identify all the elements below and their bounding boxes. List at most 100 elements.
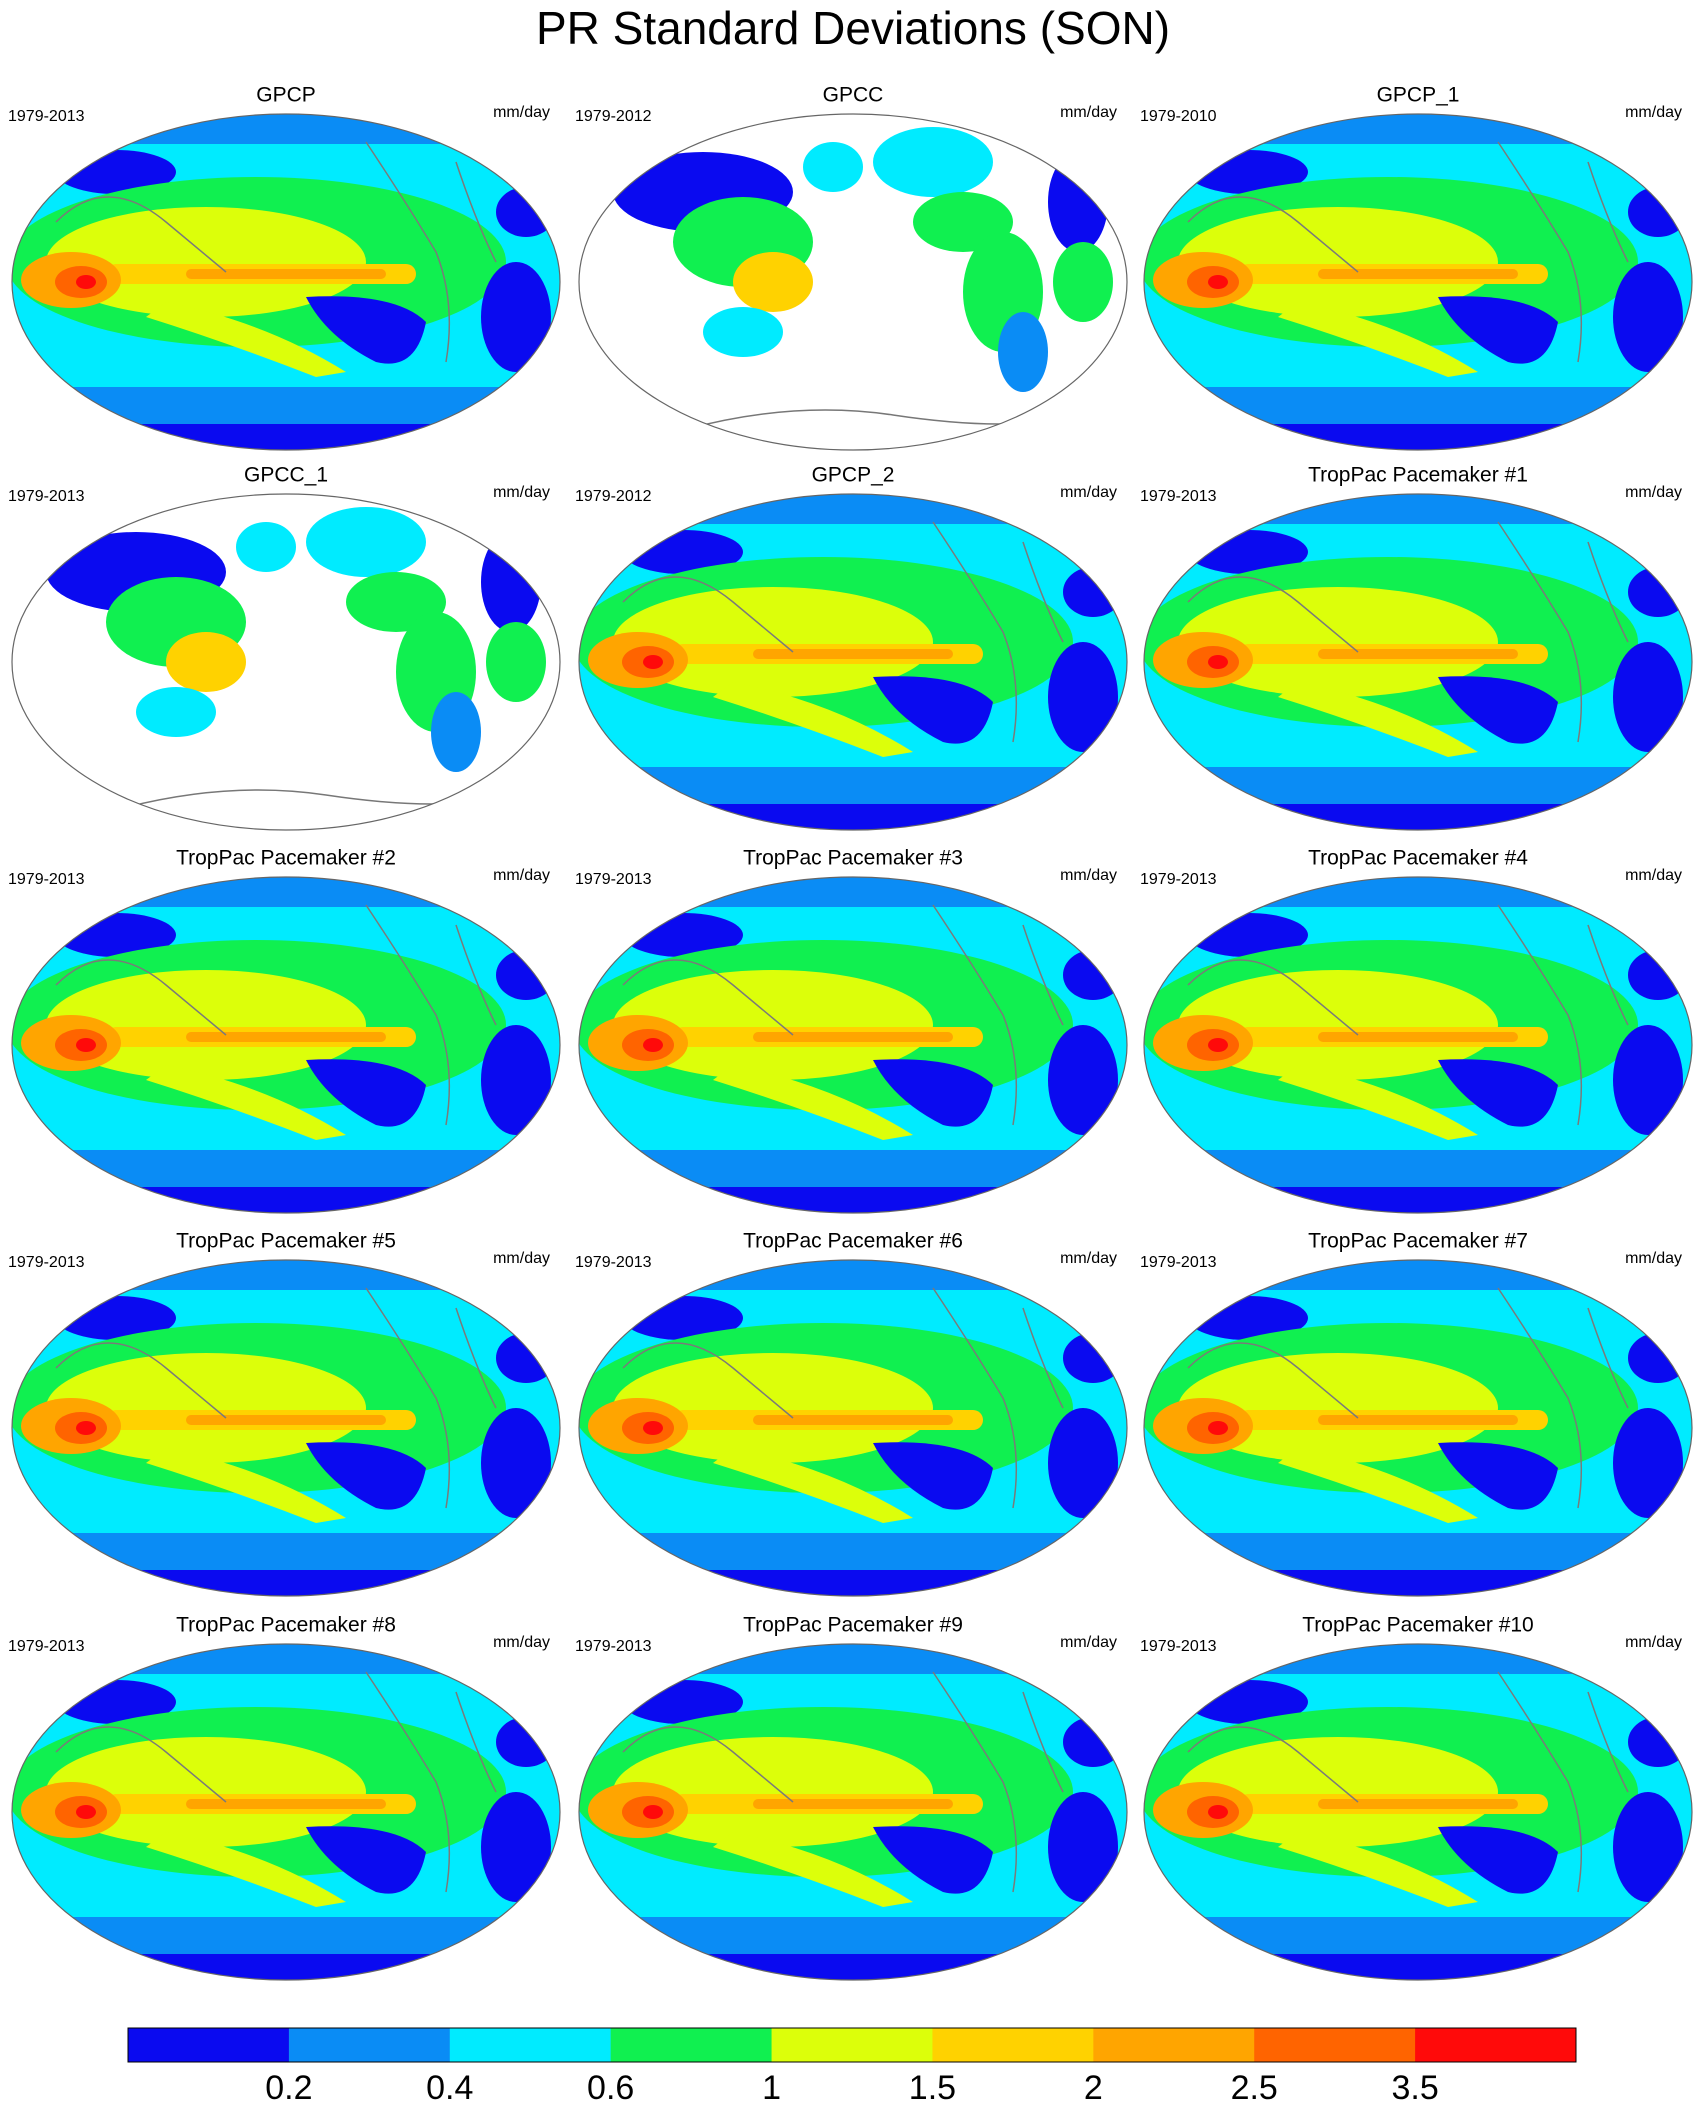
- map-field: [1144, 1260, 1692, 1596]
- map-field: [579, 877, 1127, 1213]
- map: [11, 493, 561, 831]
- map-outline: [11, 493, 561, 831]
- panel-units: mm/day: [1060, 104, 1117, 121]
- colorbar-label: 1: [762, 2069, 781, 2107]
- colorbar-label: 2: [1084, 2069, 1103, 2107]
- colorbar-label: 2.5: [1231, 2069, 1278, 2107]
- field-north: [1144, 877, 1692, 907]
- panel-title: GPCP_2: [812, 464, 895, 487]
- field-spcz: [1278, 1065, 1478, 1140]
- field-spcz: [713, 1832, 913, 1907]
- field-spcz: [713, 682, 913, 757]
- colorbar-box: [932, 2028, 1094, 2062]
- panel-title: TropPac Pacemaker #3: [743, 847, 963, 870]
- field-itcz-core: [753, 649, 953, 659]
- field-yellow: [46, 1737, 366, 1847]
- field-dry-atlantic: [481, 1408, 551, 1518]
- map: [11, 113, 561, 451]
- field-warm-peak: [1208, 275, 1228, 289]
- field-spcz: [146, 1065, 346, 1140]
- field-yellow: [46, 970, 366, 1080]
- map: [11, 1643, 561, 1981]
- map-field: [579, 1644, 1127, 1980]
- field-south: [12, 1533, 560, 1573]
- field-dry-east: [1063, 1333, 1123, 1383]
- field-dry-pacific: [873, 676, 993, 744]
- field-warm-peak: [76, 275, 96, 289]
- field-south: [12, 1150, 560, 1190]
- field-south: [1144, 387, 1692, 427]
- field-north: [12, 877, 560, 907]
- panel-period: 1979-2013: [8, 871, 85, 888]
- panel-title: GPCP_1: [1377, 84, 1460, 107]
- map-outline: [578, 1259, 1128, 1597]
- field-dry-pacific: [873, 1059, 993, 1127]
- map: [1143, 1643, 1693, 1981]
- panel-period: 1979-2013: [1140, 871, 1217, 888]
- land-field: [486, 622, 546, 702]
- field-dry-east: [1063, 567, 1123, 617]
- field-spcz: [146, 1832, 346, 1907]
- field-south: [1144, 1150, 1692, 1190]
- land-field: [236, 522, 296, 572]
- field-north: [1144, 494, 1692, 524]
- field-dry-atlantic: [1613, 1408, 1683, 1518]
- field-south: [1144, 767, 1692, 807]
- field-dry-east: [496, 950, 556, 1000]
- map-field: [12, 494, 560, 830]
- panel-units: mm/day: [1060, 1634, 1117, 1651]
- map: [11, 1259, 561, 1597]
- field-north: [579, 1260, 1127, 1290]
- field-dry-east: [1628, 187, 1688, 237]
- map-outline: [11, 1643, 561, 1981]
- coastline: [622, 1671, 1064, 1893]
- field-spcz: [1278, 302, 1478, 377]
- field-north: [12, 1260, 560, 1290]
- land-field: [1048, 152, 1108, 252]
- field-dry-east: [1628, 567, 1688, 617]
- field-warm-peak: [643, 1805, 663, 1819]
- coastline: [1187, 521, 1629, 743]
- field-yellow: [613, 1353, 933, 1463]
- field-dry-east: [496, 1333, 556, 1383]
- field-dry-atlantic: [1613, 642, 1683, 752]
- field-yellow: [613, 970, 933, 1080]
- coastline: [622, 1287, 1064, 1509]
- field-south: [12, 1917, 560, 1957]
- land-field: [733, 252, 813, 312]
- colorbar-box: [288, 2028, 451, 2062]
- field-south: [579, 767, 1127, 807]
- field-dry-pacific: [873, 1826, 993, 1894]
- panel-period: 1979-2013: [575, 1638, 652, 1655]
- field-yellow: [46, 207, 366, 317]
- field-north: [1144, 1644, 1692, 1674]
- field-north: [579, 494, 1127, 524]
- field-dry-pacific: [306, 1826, 426, 1894]
- field-dry-east: [496, 1717, 556, 1767]
- land-field: [166, 632, 246, 692]
- field-yellow: [1178, 1353, 1498, 1463]
- panel-units: mm/day: [493, 867, 550, 884]
- field-spcz: [713, 1448, 913, 1523]
- map-outline: [578, 493, 1128, 831]
- panel-title: TropPac Pacemaker #1: [1308, 464, 1528, 487]
- colorbar-box: [1093, 2028, 1255, 2062]
- coastline: [55, 1287, 497, 1509]
- field-dry-atlantic: [1048, 1025, 1118, 1135]
- map: [1143, 1259, 1693, 1597]
- colorbar-box: [128, 2028, 290, 2062]
- coastline: [55, 904, 497, 1126]
- panel-title: GPCC_1: [244, 464, 328, 487]
- field-yellow: [1178, 207, 1498, 317]
- land-field: [136, 687, 216, 737]
- panel-period: 1979-2012: [575, 108, 652, 125]
- panel-title: TropPac Pacemaker #10: [1302, 1614, 1534, 1637]
- field-warm-peak: [643, 1421, 663, 1435]
- field-itcz-core: [753, 1799, 953, 1809]
- colorbar-box: [610, 2028, 773, 2062]
- map: [578, 1643, 1128, 1981]
- field-dry-atlantic: [481, 1792, 551, 1902]
- colorbar-box: [1254, 2028, 1416, 2062]
- field-dry-atlantic: [1613, 262, 1683, 372]
